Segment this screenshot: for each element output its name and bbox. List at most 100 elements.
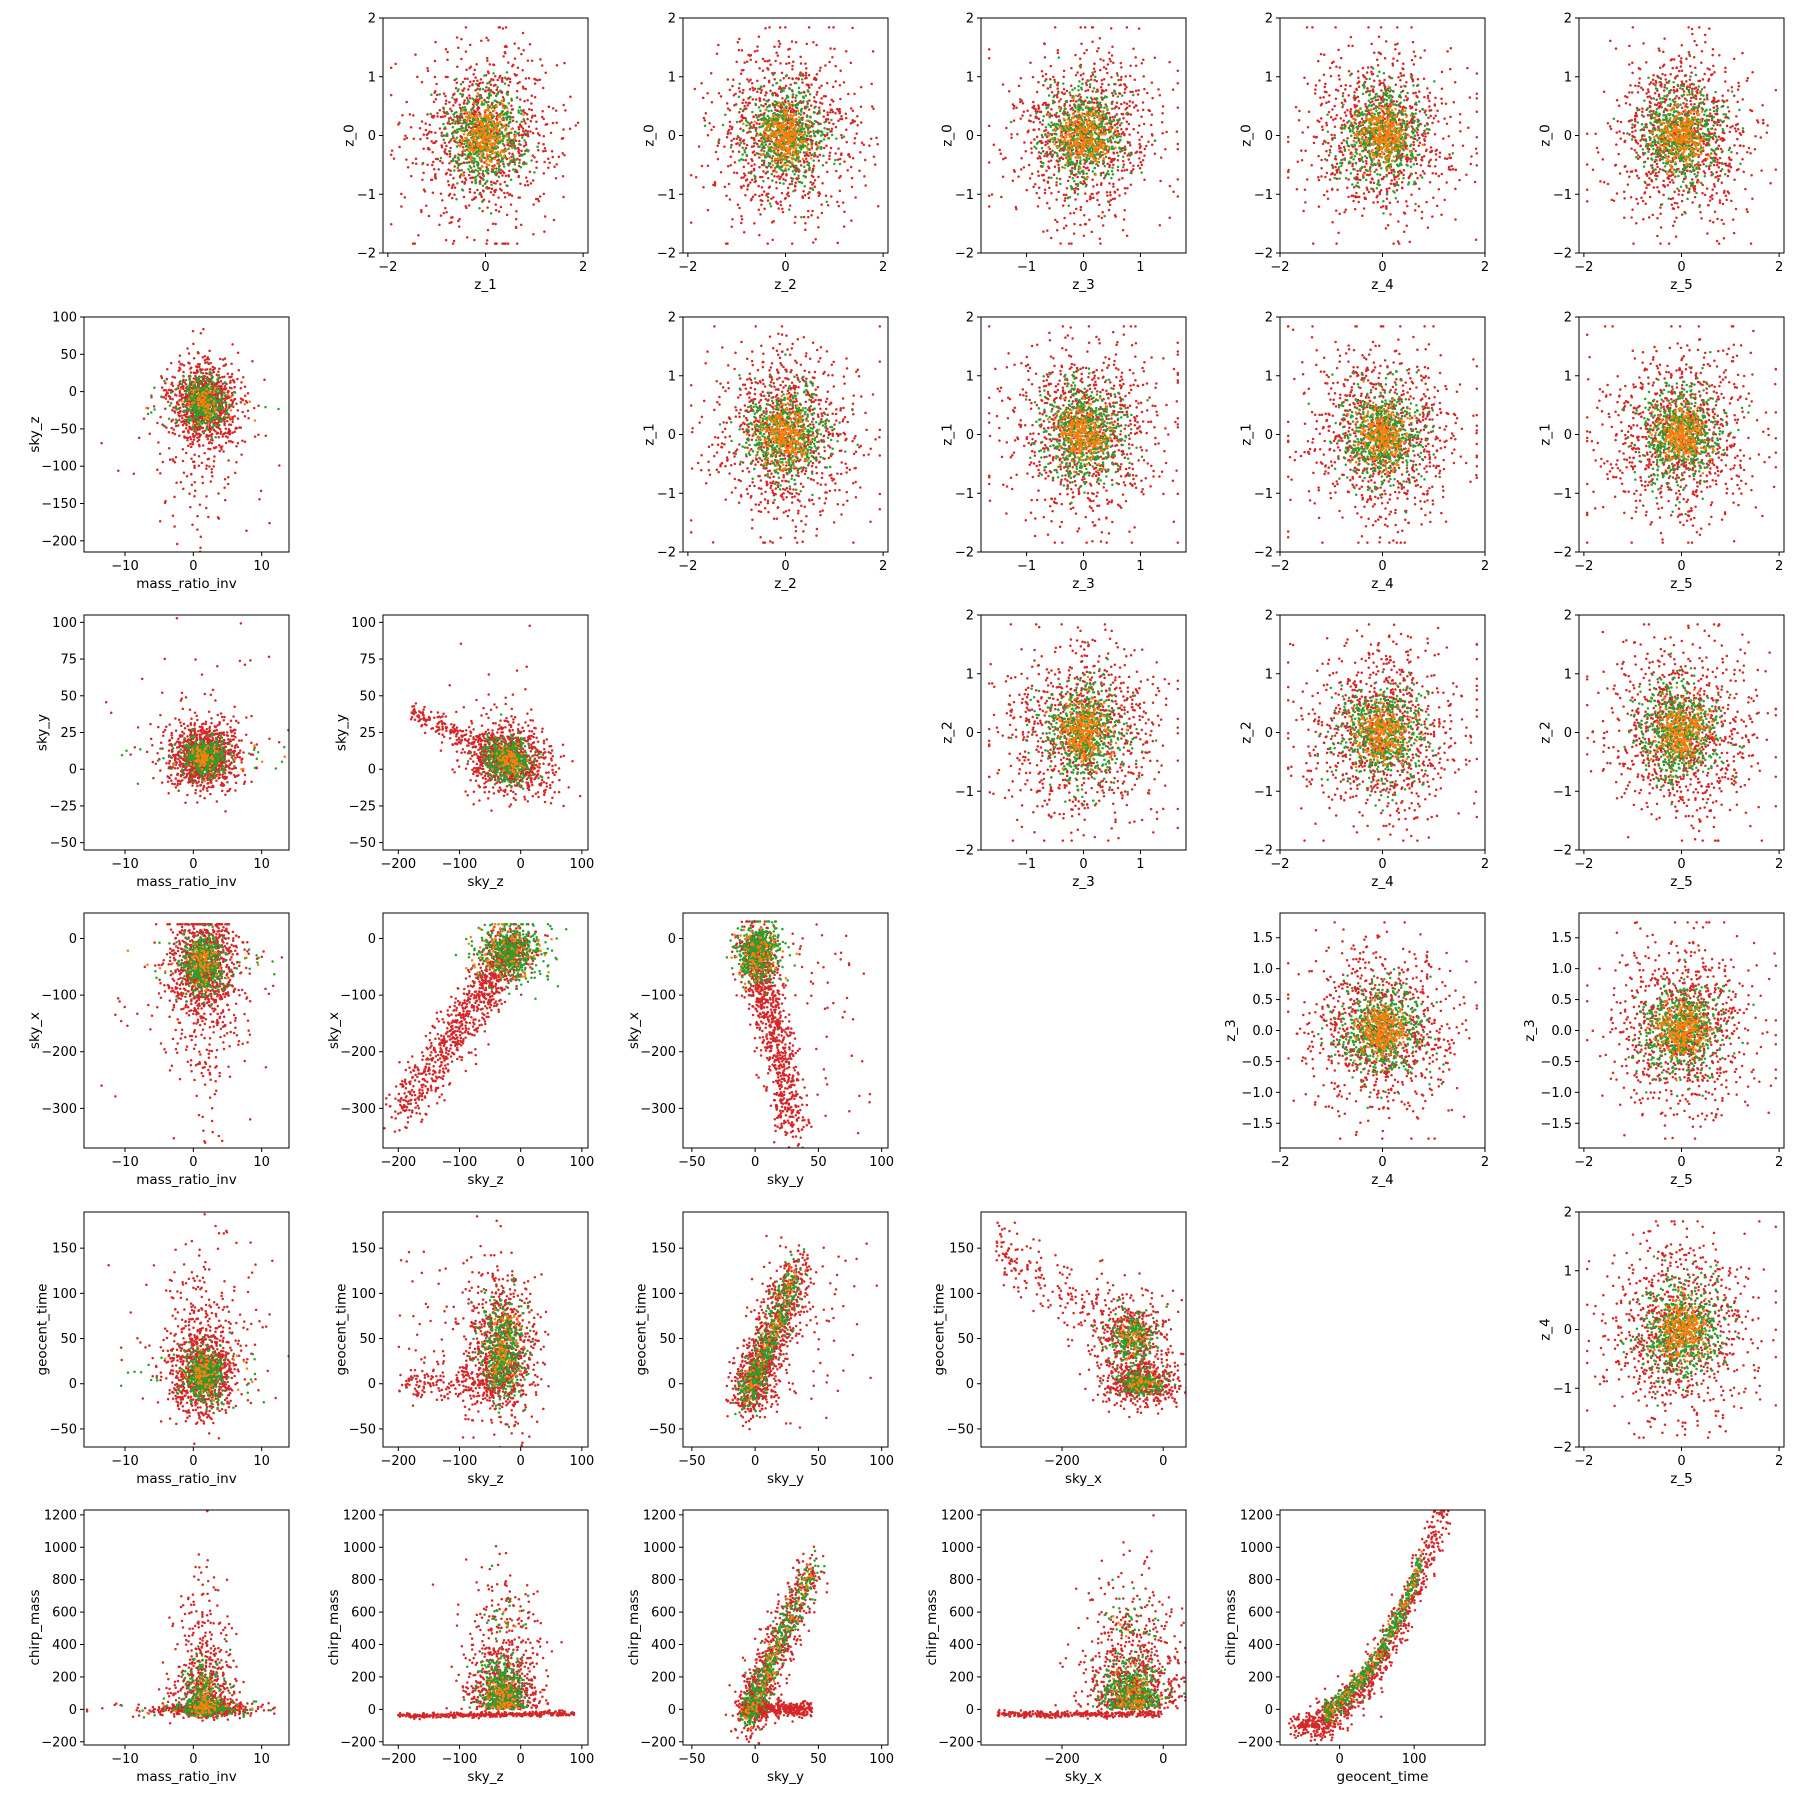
- data-point-series-1: [1087, 79, 1090, 82]
- data-point-series-0: [1088, 198, 1092, 201]
- data-point-series-1: [754, 102, 757, 106]
- data-point-series-1: [460, 162, 463, 166]
- data-point-series-1: [1094, 132, 1098, 135]
- data-point-series-0: [824, 95, 828, 98]
- data-point-series-1: [810, 170, 814, 174]
- data-point-series-0: [778, 177, 781, 181]
- data-point-series-0: [741, 101, 744, 105]
- data-point-series-1: [1095, 137, 1099, 140]
- data-point-series-0: [1120, 75, 1123, 79]
- data-point-series-0: [1129, 90, 1132, 94]
- data-point-series-2: [796, 109, 800, 113]
- data-point-series-2: [1087, 117, 1091, 120]
- data-point-series-0: [1091, 98, 1094, 101]
- data-point-series-0: [849, 165, 853, 169]
- data-point-series-0: [516, 66, 520, 69]
- data-point-series-1: [525, 162, 528, 165]
- data-point-series-1: [818, 109, 821, 112]
- data-point-series-0: [745, 143, 749, 147]
- data-point-series-2: [501, 106, 505, 109]
- data-point-series-2: [794, 134, 798, 137]
- data-point-series-0: [430, 131, 433, 134]
- x-tick-label: −2: [378, 260, 397, 275]
- data-point-series-0: [1031, 75, 1035, 79]
- data-point-series-0: [1153, 152, 1157, 155]
- data-point-series-0: [762, 98, 766, 101]
- data-point-series-0: [1123, 83, 1126, 86]
- data-point-series-2: [1101, 151, 1105, 154]
- data-point-series-0: [462, 161, 466, 164]
- data-point-series-0: [494, 74, 497, 78]
- data-point-series-0: [716, 144, 719, 148]
- data-point-series-0: [844, 112, 848, 116]
- data-point-series-1: [474, 180, 478, 184]
- data-point-series-0: [1161, 105, 1165, 108]
- data-point-series-0: [541, 110, 544, 113]
- data-point-series-0: [1143, 178, 1146, 181]
- data-point-series-0: [1038, 196, 1041, 200]
- data-point-series-0: [748, 88, 752, 91]
- data-point-series-0: [400, 192, 403, 196]
- data-point-series-2: [784, 153, 787, 157]
- data-point-series-0: [1057, 115, 1061, 118]
- data-point-series-2: [761, 122, 765, 126]
- data-point-series-2: [483, 143, 486, 146]
- data-point-series-1: [762, 113, 766, 117]
- data-point-series-0: [790, 242, 794, 245]
- data-point-series-0: [474, 76, 477, 79]
- data-point-series-0: [433, 59, 437, 63]
- data-point-series-2: [1089, 138, 1092, 141]
- data-point-series-0: [518, 80, 521, 84]
- data-point-series-2: [742, 122, 745, 126]
- data-point-series-0: [1102, 177, 1106, 180]
- data-point-series-0: [1055, 198, 1058, 201]
- data-point-series-0: [771, 102, 775, 106]
- data-point-series-1: [474, 168, 477, 172]
- data-point-series-0: [990, 193, 994, 196]
- data-point-series-2: [461, 138, 464, 141]
- data-point-series-0: [1120, 102, 1123, 106]
- data-point-series-1: [499, 160, 502, 164]
- data-point-series-0: [472, 162, 476, 165]
- data-point-series-2: [777, 120, 780, 124]
- data-point-series-0: [1002, 157, 1005, 161]
- data-point-series-1: [822, 138, 826, 141]
- data-point-series-2: [500, 117, 504, 121]
- data-point-series-1: [1107, 140, 1110, 143]
- data-point-series-1: [772, 73, 775, 77]
- data-point-series-0: [449, 216, 453, 219]
- data-point-series-0: [810, 83, 813, 86]
- data-point-series-1: [758, 145, 761, 148]
- data-point-series-0: [1055, 228, 1059, 232]
- data-point-series-0: [456, 65, 459, 69]
- data-point-series-2: [759, 153, 762, 156]
- data-point-series-1: [787, 155, 790, 159]
- data-point-series-1: [459, 92, 462, 96]
- data-point-series-1: [835, 137, 838, 140]
- data-point-series-1: [453, 169, 456, 172]
- data-point-series-2: [785, 142, 788, 145]
- data-point-series-1: [813, 134, 817, 137]
- data-point-series-0: [1058, 177, 1062, 181]
- data-point-series-0: [449, 146, 452, 150]
- data-point-series-1: [470, 160, 474, 164]
- data-point-series-0: [526, 117, 529, 121]
- data-point-series-1: [1112, 82, 1116, 86]
- data-point-series-0: [524, 77, 528, 80]
- data-point-series-0: [1102, 117, 1106, 121]
- data-point-series-2: [511, 146, 514, 150]
- data-point-series-1: [803, 185, 806, 188]
- data-point-series-0: [464, 26, 468, 29]
- data-point-series-0: [514, 139, 518, 142]
- data-point-series-1: [1095, 162, 1098, 166]
- data-point-series-0: [480, 39, 483, 42]
- data-point-series-0: [1044, 129, 1048, 132]
- data-point-series-1: [1105, 115, 1108, 118]
- data-point-series-0: [1128, 144, 1132, 147]
- data-point-series-0: [1168, 184, 1172, 188]
- data-point-series-0: [1041, 123, 1044, 126]
- data-point-series-0: [410, 174, 413, 178]
- data-point-series-1: [802, 99, 805, 103]
- data-point-series-0: [432, 100, 436, 104]
- data-point-series-0: [1056, 220, 1059, 224]
